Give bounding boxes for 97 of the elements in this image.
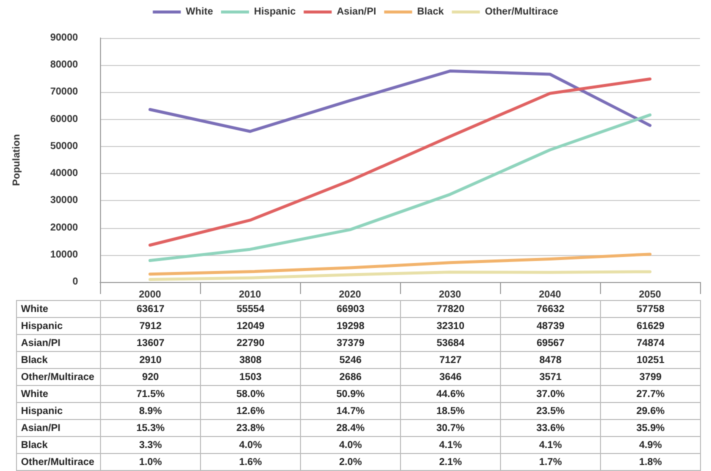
text: 15.3%: [100, 420, 200, 436]
y-tick-label: 0: [72, 276, 78, 288]
y-tick-label: 20000: [50, 222, 78, 234]
text: Hispanic: [21, 320, 63, 332]
x-tick-label: 2030: [438, 290, 462, 300]
legend-label: Hispanic: [254, 6, 296, 18]
text: 23.5%: [500, 402, 600, 420]
data-label: 3646: [400, 368, 500, 386]
text: Other/Multirace: [21, 372, 94, 382]
text: 30.7%: [400, 420, 500, 436]
x-tick-label: 2040: [538, 290, 562, 300]
line-series: [148, 270, 652, 282]
y-tick-label: 10000: [50, 249, 78, 260]
data-label: 12049: [200, 318, 300, 334]
text: 71.5%: [100, 386, 200, 402]
y-tick-label: 50000: [50, 140, 78, 152]
text: 35.9%: [600, 420, 700, 436]
data-label: 22790: [200, 334, 300, 352]
text: 2.1%: [400, 454, 500, 470]
data-label: 66903: [300, 300, 400, 318]
data-label: 2686: [300, 368, 400, 386]
y-tick-label: 70000: [50, 86, 78, 98]
text: 27.7%: [600, 386, 700, 402]
data-label: 37379: [300, 334, 400, 352]
y-axis-title: Population: [12, 134, 22, 186]
data-label: 10251: [600, 352, 700, 368]
text: Other/Multirace: [16, 454, 100, 470]
text: Hispanic: [16, 402, 100, 420]
legend-label: Asian/PI: [336, 6, 376, 18]
text: 2.0%: [300, 454, 400, 470]
text: 28.4%: [300, 420, 400, 436]
text: Asian/PI: [16, 420, 100, 436]
text: 1.6%: [200, 454, 300, 470]
legend-label: Black: [417, 6, 444, 18]
data-label: 7127: [400, 352, 500, 368]
text: 44.6%: [400, 386, 500, 402]
data-label: 76632: [500, 300, 600, 318]
data-label: 55554: [200, 300, 300, 318]
text: 18.5%: [400, 402, 500, 420]
text: 4.0%: [300, 436, 400, 454]
text: 33.6%: [500, 420, 600, 436]
data-label: 920: [100, 368, 200, 386]
y-tick-label: 30000: [50, 195, 78, 206]
text: White: [21, 304, 48, 314]
data-label: 3571: [500, 368, 600, 386]
line-series: [148, 78, 652, 247]
text: 50.9%: [300, 386, 400, 402]
y-tick-label: 40000: [50, 168, 78, 180]
data-label: 77820: [400, 300, 500, 318]
data-label: 53684: [400, 334, 500, 352]
data-label: 5246: [300, 352, 400, 368]
text: 58.0%: [200, 386, 300, 402]
text: Asian/PI: [21, 338, 60, 348]
text: 3.3%: [100, 436, 200, 454]
data-label: 2910: [100, 352, 200, 368]
text: White: [16, 386, 100, 402]
line-series: [148, 252, 652, 276]
text: 4.1%: [400, 436, 500, 454]
data-label: 74874: [600, 334, 700, 352]
line-series: [148, 113, 652, 262]
data-label: 61629: [600, 318, 700, 334]
text: 1.8%: [600, 454, 700, 470]
text: Black: [16, 436, 100, 454]
data-label: 63617: [100, 300, 200, 318]
text: 4.1%: [500, 436, 600, 454]
data-label: 3799: [600, 368, 700, 386]
text: Black: [21, 354, 48, 366]
text: 14.7%: [300, 402, 400, 420]
data-label: 13607: [100, 334, 200, 352]
data-label: 8478: [500, 352, 600, 368]
legend-label: White: [186, 6, 214, 18]
y-tick-label: 90000: [50, 32, 78, 44]
x-tick-label: 2020: [338, 290, 362, 300]
y-tick-label: 80000: [50, 60, 78, 71]
y-tick-label: 60000: [50, 114, 78, 125]
data-label: 32310: [400, 318, 500, 334]
x-tick-label: 2050: [638, 290, 662, 300]
text: 12.6%: [200, 402, 300, 420]
data-label: 48739: [500, 318, 600, 334]
text: 23.8%: [200, 420, 300, 436]
data-label: 1503: [200, 368, 300, 386]
line-series: [148, 70, 652, 133]
x-tick-label: 2010: [238, 290, 262, 300]
data-label: 19298: [300, 318, 400, 334]
text: 37.0%: [500, 386, 600, 402]
text: 4.9%: [600, 436, 700, 454]
text: 1.0%: [100, 454, 200, 470]
text: 1.7%: [500, 454, 600, 470]
data-label: 57758: [600, 300, 700, 318]
data-label: 7912: [100, 318, 200, 334]
text: 29.6%: [600, 402, 700, 420]
data-label: 69567: [500, 334, 600, 352]
x-tick-label: 2000: [138, 290, 162, 300]
legend-label: Other/Multirace: [484, 6, 559, 18]
text: 8.9%: [100, 402, 200, 420]
data-label: 3808: [200, 352, 300, 368]
text: 4.0%: [200, 436, 300, 454]
